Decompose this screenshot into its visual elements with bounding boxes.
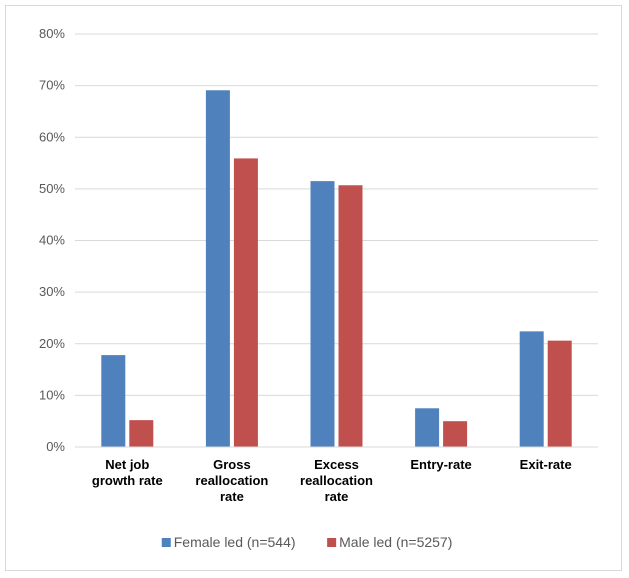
legend-swatch [327,538,337,547]
y-tick-label: 60% [39,129,65,144]
x-axis-category-labels: Net job growth rate Gross reallocation rate E… [92,457,572,504]
bar [233,158,258,447]
bar [415,408,440,447]
bar [443,421,468,447]
bars [101,90,572,448]
x-category-label: Net job growth rate [92,457,163,488]
bar [338,185,363,448]
x-category-label: Gross reallocation rate [195,457,268,504]
bar [101,355,126,447]
y-tick-label: 0% [46,439,65,454]
y-tick-label: 30% [39,284,65,299]
bar [129,420,154,447]
x-category-label: Exit-rate [520,457,572,472]
y-axis-ticks: 0% 10% 20% 30% 40% 50% 60% 70% 80% [39,26,65,454]
bar [547,340,572,447]
y-tick-label: 80% [39,26,65,41]
legend-swatch [161,538,171,547]
x-category-label: Entry-rate [410,457,471,472]
y-tick-label: 20% [39,336,65,351]
legend-label: Male led (n=5257) [339,534,452,550]
x-category-label: Excess reallocation rate [300,457,373,504]
legend: Female led (n=544) Male led (n=5257) [161,534,452,550]
bar [310,181,335,447]
y-tick-label: 40% [39,233,65,248]
gridlines [75,33,598,396]
legend-label: Female led (n=544) [174,534,296,550]
y-tick-label: 70% [39,78,65,93]
y-tick-label: 50% [39,181,65,196]
y-tick-label: 10% [39,387,65,402]
bar [205,90,230,448]
bar [519,331,544,447]
